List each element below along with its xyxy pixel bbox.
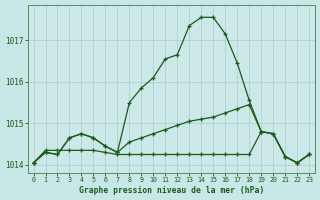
X-axis label: Graphe pression niveau de la mer (hPa): Graphe pression niveau de la mer (hPa) xyxy=(79,186,264,195)
